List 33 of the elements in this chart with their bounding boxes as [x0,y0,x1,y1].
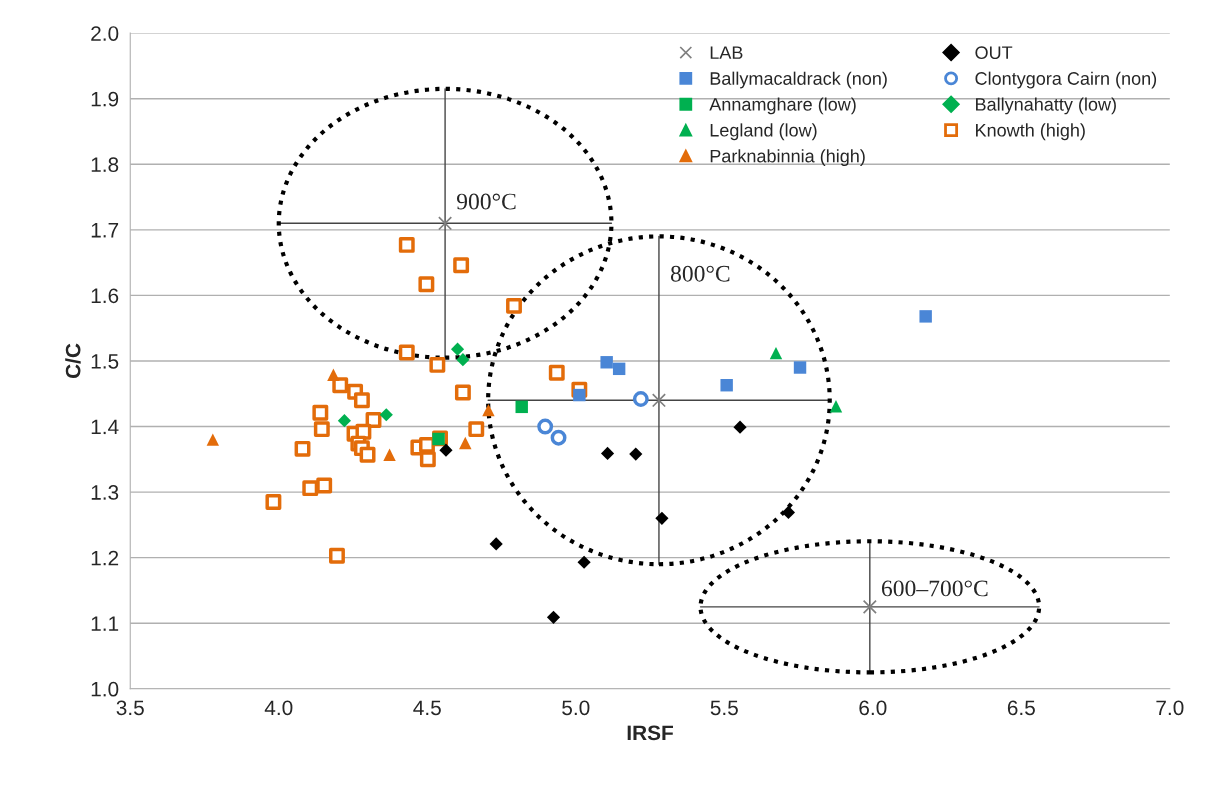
x-axis-title: IRSF [627,725,673,741]
x-tick-label: 5.0 [562,700,590,716]
legend-label: Ballynahatty (low) [976,97,1116,115]
y-tick-label: 1.0 [91,681,119,697]
x-tick-label: 3.5 [116,700,144,716]
y-tick-label: 2.0 [91,26,119,41]
y-tick-label: 1.1 [91,616,119,631]
x-tick-label: 7.0 [1156,700,1184,716]
x-tick-label: 4.0 [264,700,293,716]
annotation: 600–700°C [881,580,988,597]
legend-label: Annamghare (low) [709,97,856,115]
y-tick-label: 1.8 [91,157,119,173]
y-tick-label: 1.7 [91,223,119,238]
y-tick-label: 1.3 [91,485,119,500]
legend-label: Knowth (high) [976,123,1085,141]
y-tick-label: 1.5 [91,354,119,369]
legend-label: Parknabinnia (high) [710,149,865,167]
legend-label: Legland (low) [710,123,817,141]
y-axis-title: C/C [65,343,81,379]
x-tick-label: 4.5 [413,700,441,716]
y-tick-label: 1.9 [91,91,119,107]
legend-label: OUT [975,46,1013,60]
annotation: 800°C [670,265,730,282]
x-tick-label: 6.0 [859,700,887,716]
y-tick-label: 1.4 [91,419,119,435]
y-tick-label: 1.2 [91,550,119,566]
annotation: 900°C [456,193,516,210]
x-tick-label: 5.5 [710,700,738,716]
x-tick-label: 6.5 [1007,700,1035,716]
legend-label: Ballymacaldrack (non) [710,71,887,89]
legend-label: Clontygora Cairn (non) [975,71,1157,89]
legend-label: LAB [710,46,743,59]
y-tick-label: 1.6 [91,288,119,304]
